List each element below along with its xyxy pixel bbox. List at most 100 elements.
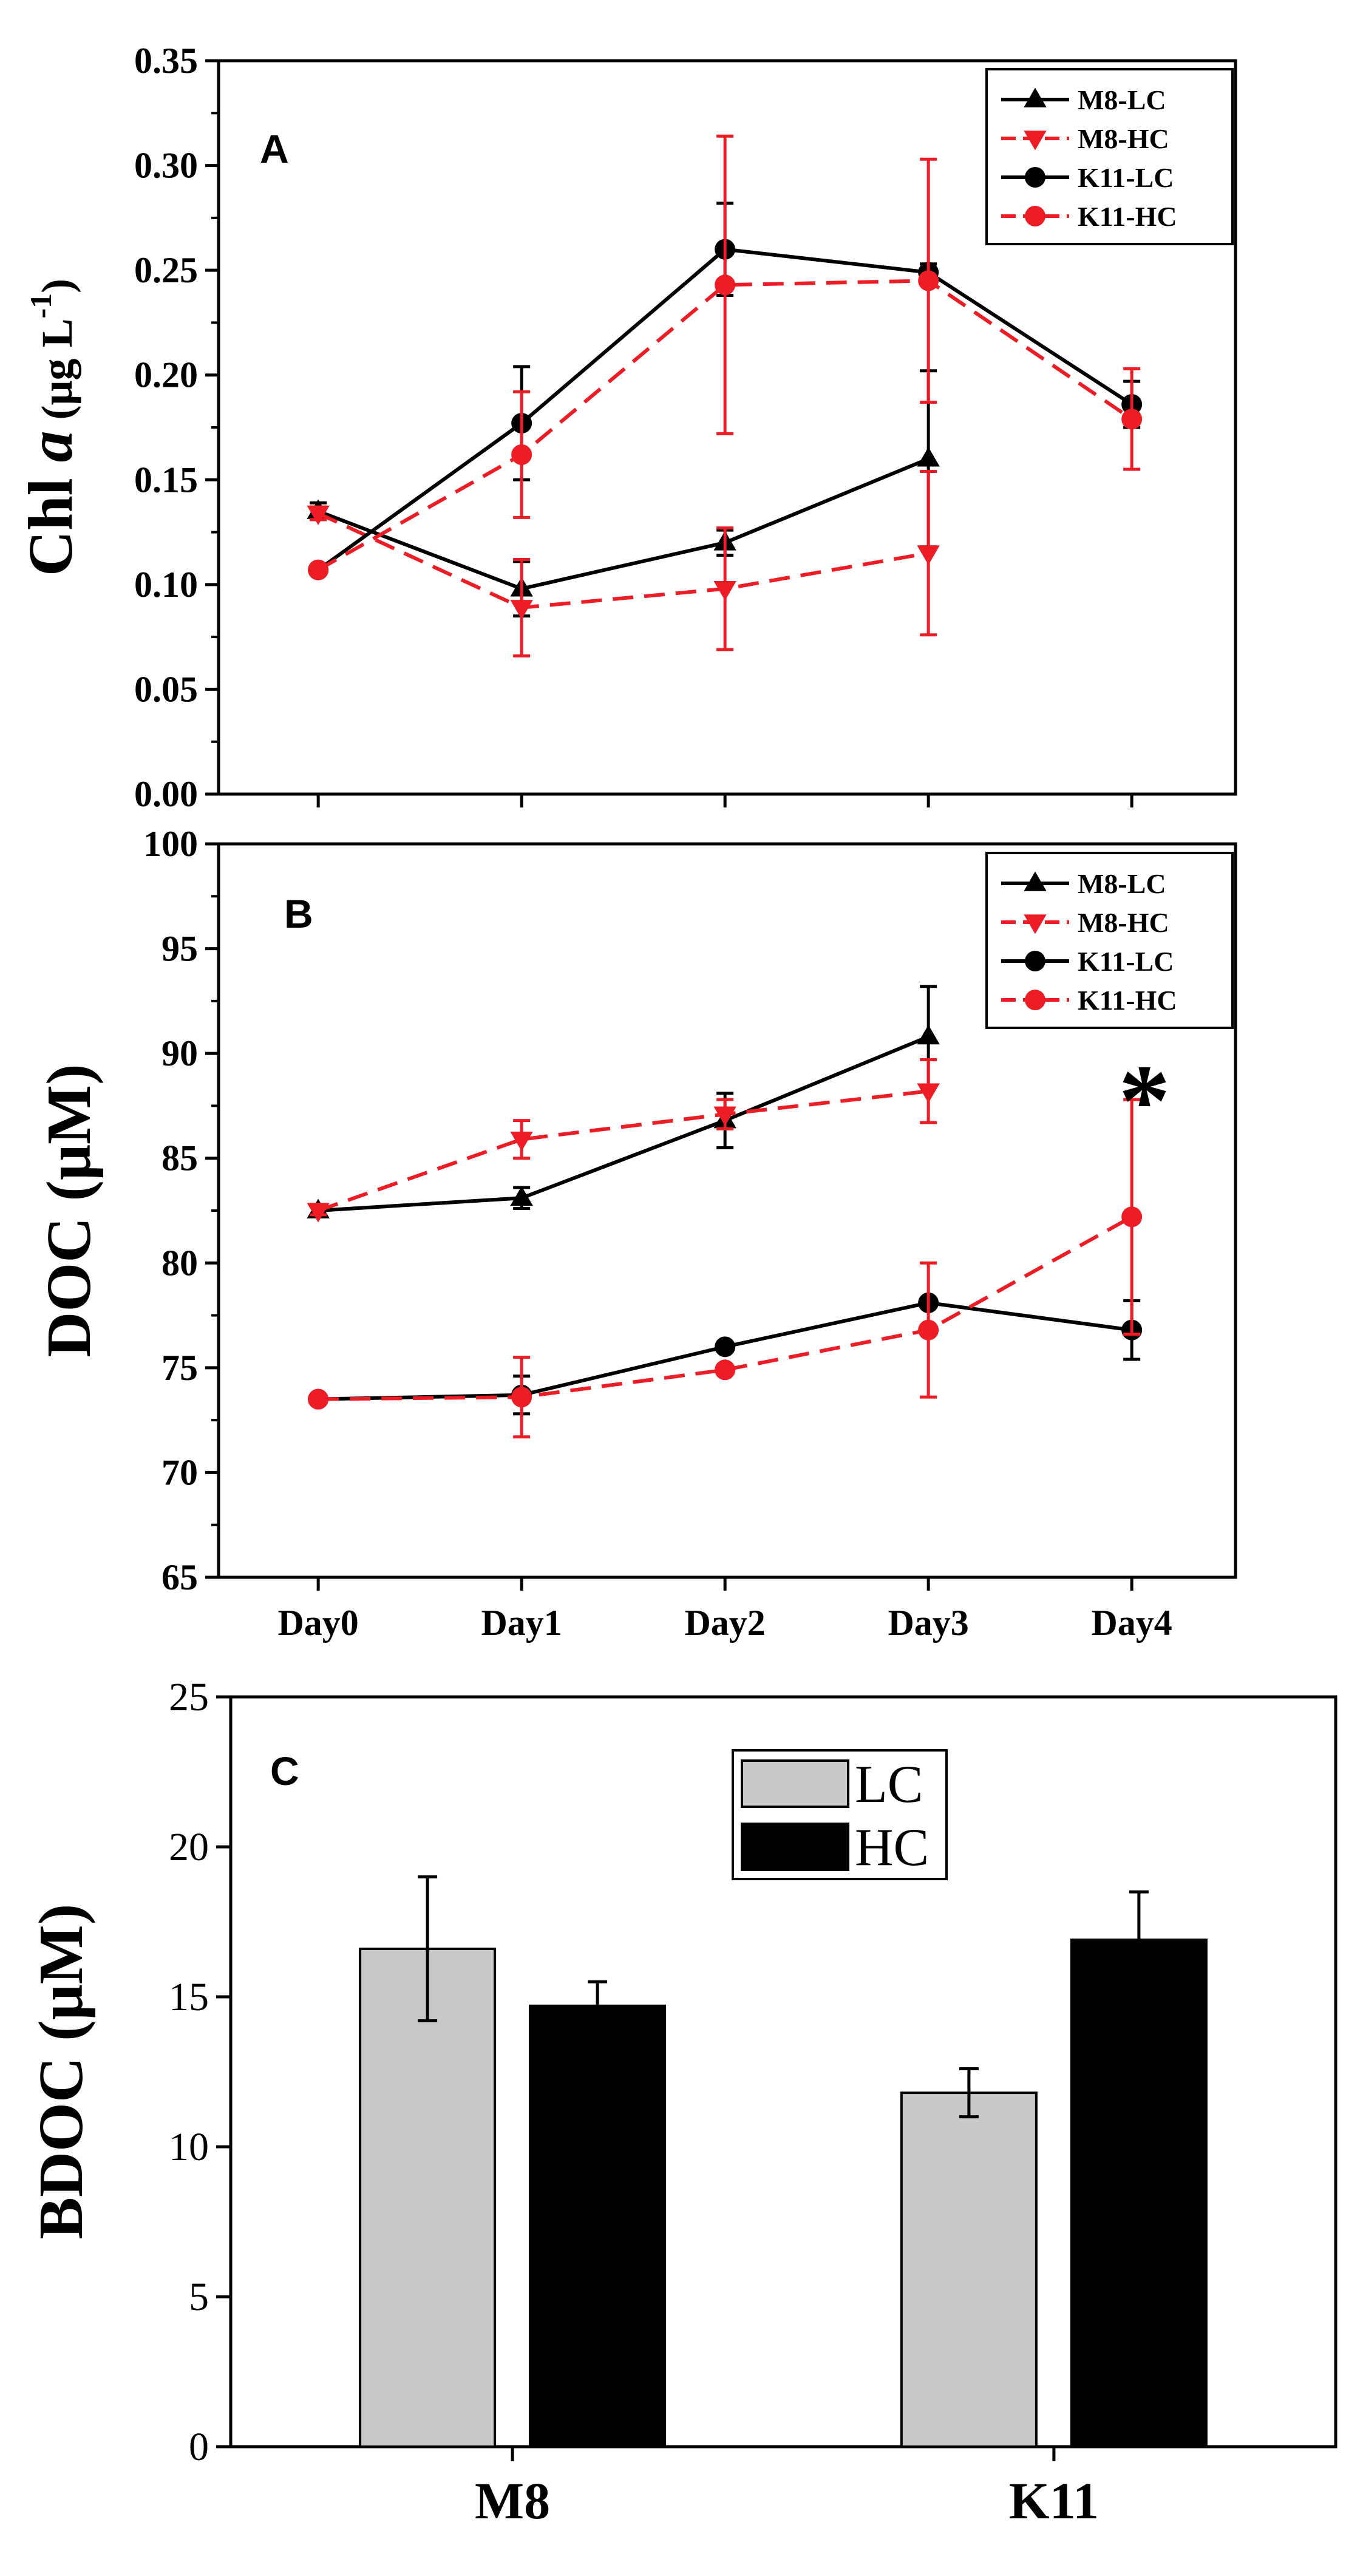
y-tick-label: 0	[189, 2425, 209, 2469]
series-line	[318, 457, 930, 591]
panel-b-ticks: 65 70 75 80 85 90 95 100 Day0 Day1 Day2 Day3 Day4	[143, 824, 1172, 1643]
data-point	[511, 1387, 532, 1408]
y-tick-label: 0.20	[134, 355, 198, 395]
bar	[529, 2004, 667, 2449]
legend-item-lc: LC	[741, 1755, 923, 1814]
panel-b-significance-star: *	[1119, 1044, 1171, 1158]
series-m8-lc	[307, 369, 940, 618]
legend-item-m8-lc: M8-LC	[1001, 868, 1166, 899]
panel-b-series	[307, 985, 1143, 1439]
series-line	[317, 511, 929, 610]
y-tick-label: 85	[161, 1138, 198, 1178]
legend-marker	[1024, 914, 1047, 934]
data-point	[713, 581, 736, 601]
legend-marker	[1024, 871, 1047, 891]
panel-a-legend: M8-LC M8-HC K11-LC K11-HC	[985, 68, 1234, 245]
panel-b-letter: B	[284, 891, 313, 936]
data-point	[510, 1131, 533, 1152]
legend-item-m8-hc: M8-HC	[1001, 123, 1169, 154]
legend-item-m8-lc: M8-LC	[1001, 84, 1166, 115]
data-point	[917, 545, 940, 565]
data-point	[511, 444, 532, 465]
panel-c-plot-frame	[229, 1695, 1338, 2449]
legend-swatch	[741, 1823, 849, 1871]
legend-swatch	[741, 1759, 849, 1808]
x-tick-label: Day3	[888, 1603, 968, 1643]
x-tick-label: M8	[475, 2472, 550, 2530]
legend-item-hc: HC	[741, 1818, 929, 1877]
data-point	[307, 1203, 330, 1223]
panel-a-chl-a-chart: 0.00 0.05 0.10 0.15 0.20 0.25 0.30 0.35 A Chl a…	[16, 41, 1237, 814]
x-tick-label: Day0	[277, 1603, 358, 1643]
legend-marker	[1024, 87, 1047, 107]
x-tick-label: Day2	[684, 1603, 765, 1643]
data-point	[510, 600, 533, 620]
panel-a-y-axis-label: Chl a (μg L-1)	[16, 279, 86, 576]
x-tick-label: Day4	[1091, 1603, 1172, 1643]
y-tick-label: 0.10	[134, 565, 198, 605]
data-point	[715, 1336, 736, 1358]
legend-item-m8-hc: M8-HC	[1001, 907, 1169, 938]
legend-marker	[1025, 206, 1045, 226]
legend-label: K11-HC	[1078, 201, 1177, 232]
panel-a-series	[307, 134, 1143, 658]
data-point	[308, 1388, 329, 1410]
y-tick-label: 90	[161, 1033, 198, 1073]
y-tick-label: 20	[169, 1825, 209, 1869]
panel-c-bars	[359, 1875, 1208, 2449]
y-tick-label: 75	[161, 1348, 198, 1388]
legend-label: M8-LC	[1078, 84, 1166, 115]
data-point	[918, 1319, 939, 1341]
legend-marker	[1025, 990, 1045, 1010]
data-point	[713, 1106, 736, 1126]
y-tick-label: 0.05	[134, 669, 198, 709]
panel-a-letter: A	[260, 126, 289, 171]
x-tick-label: Day1	[481, 1603, 562, 1643]
y-tick-label: 0.15	[134, 460, 198, 500]
series-k11-lc	[308, 1292, 1143, 1416]
series-line	[318, 1035, 930, 1212]
x-tick-label: K11	[1009, 2472, 1099, 2530]
bar	[1070, 1939, 1208, 2448]
y-tick-label: 0.25	[134, 250, 198, 290]
legend-label: M8-HC	[1078, 907, 1169, 938]
data-point	[918, 270, 939, 291]
legend-label: HC	[855, 1818, 929, 1877]
data-point	[917, 447, 940, 467]
y-tick-label: 10	[169, 2125, 209, 2169]
data-point	[917, 1083, 940, 1103]
data-point	[510, 1186, 533, 1206]
legend-label: M8-LC	[1078, 868, 1166, 899]
panel-b-legend: M8-LC M8-HC K11-LC K11-HC	[985, 852, 1234, 1029]
y-tick-label: 70	[161, 1452, 198, 1492]
series-m8-hc	[307, 469, 940, 658]
legend-label: K11-LC	[1078, 162, 1174, 193]
panel-c-ticks: 0 5 10 15 20 25 M8 K11	[169, 1675, 1099, 2530]
legend-label: M8-HC	[1078, 123, 1169, 154]
bar	[359, 1947, 497, 2448]
legend-item-k11-hc: K11-HC	[1001, 201, 1177, 232]
legend-marker	[1025, 951, 1045, 971]
legend-label: K11-LC	[1078, 946, 1174, 977]
data-point	[307, 505, 330, 526]
data-point	[308, 559, 329, 580]
panel-c-letter: C	[270, 1748, 299, 1793]
series-m8-hc	[307, 1058, 940, 1223]
y-tick-label: 15	[169, 1975, 209, 2019]
panel-a-ticks: 0.00 0.05 0.10 0.15 0.20 0.25 0.30 0.35	[134, 41, 1134, 814]
y-tick-label: 95	[161, 929, 198, 969]
panel-b-y-axis-label: DOC (μM)	[34, 1064, 104, 1358]
y-tick-label: 80	[161, 1243, 198, 1283]
y-tick-label: 100	[143, 824, 198, 864]
series-line	[318, 1089, 929, 1212]
y-tick-label: 0.00	[134, 774, 198, 814]
data-point	[715, 1359, 736, 1381]
bar-series-hc	[529, 1890, 1208, 2449]
data-point	[715, 274, 736, 296]
legend-item-k11-hc: K11-HC	[1001, 985, 1177, 1016]
legend-label: K11-HC	[1078, 985, 1177, 1016]
series-k11-hc	[308, 1098, 1143, 1439]
